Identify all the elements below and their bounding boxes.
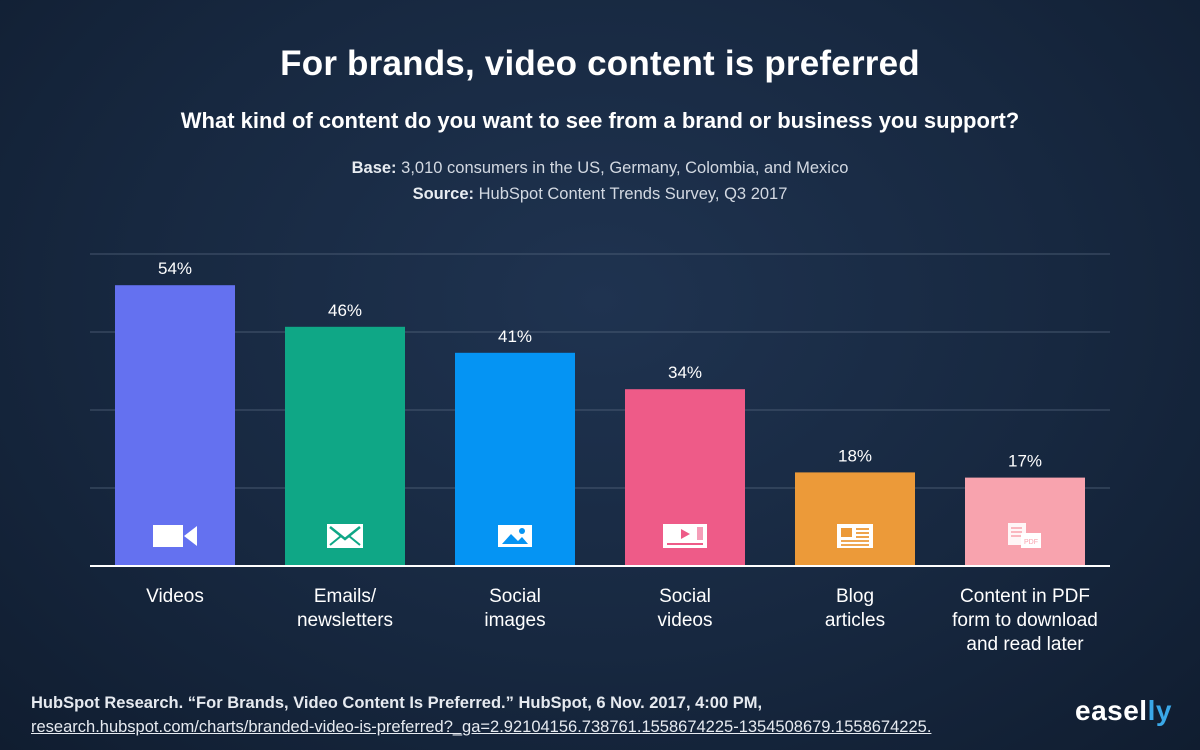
base-label: Base: xyxy=(351,159,397,177)
category-label-0-0: Videos xyxy=(146,586,204,607)
data-label-4: 18% xyxy=(838,446,872,465)
chart-meta: Base: 3,010 consumers in the US, Germany… xyxy=(0,155,1200,207)
category-label-1-1: newsletters xyxy=(297,610,393,631)
logo-accent: ly xyxy=(1147,695,1172,726)
logo-main: easel xyxy=(1075,695,1148,726)
data-label-1: 46% xyxy=(328,301,362,320)
bar-5 xyxy=(965,477,1085,566)
category-label-1-0: Emails/ xyxy=(314,586,377,607)
chart-title: For brands, video content is preferred xyxy=(280,44,920,83)
chart-subtitle: What kind of content do you want to see … xyxy=(180,108,1020,133)
bar-chart: 54% Videos 46% Emails/newsletters 41% Social i… xyxy=(90,253,1110,655)
source-line: Source: HubSpot Content Trends Survey, Q… xyxy=(0,181,1200,207)
video-camera-icon xyxy=(153,525,197,547)
data-label-5: 17% xyxy=(1008,452,1042,471)
base-text: 3,010 consumers in the US, Germany, Colo… xyxy=(396,159,849,177)
image-icon xyxy=(498,525,532,547)
category-label-5-1: form to download xyxy=(952,610,1098,631)
category-label-3-0: Social xyxy=(659,586,711,607)
bar-0 xyxy=(115,285,235,566)
data-label-2: 41% xyxy=(498,327,532,346)
citation-link[interactable]: research.hubspot.com/charts/branded-vide… xyxy=(31,718,932,736)
citation: HubSpot Research. “For Brands, Video Con… xyxy=(31,691,1041,739)
easelly-logo: easelly xyxy=(1075,695,1172,727)
category-label-2-0: Social xyxy=(489,586,541,607)
video-player-icon xyxy=(663,524,707,548)
category-label-5-2: and read later xyxy=(966,634,1084,655)
svg-text:PDF: PDF xyxy=(1024,539,1038,546)
article-icon xyxy=(837,524,873,548)
pdf-document-icon: PDF xyxy=(1008,523,1041,548)
category-label-4-1: articles xyxy=(825,610,885,631)
citation-text: HubSpot Research. “For Brands, Video Con… xyxy=(31,694,763,712)
category-label-2-1: images xyxy=(484,610,545,631)
data-label-3: 34% xyxy=(668,363,702,382)
category-label-5-0: Content in PDF xyxy=(960,586,1090,607)
base-line: Base: 3,010 consumers in the US, Germany… xyxy=(0,155,1200,181)
envelope-icon xyxy=(327,524,363,548)
source-label: Source: xyxy=(412,185,475,203)
source-text: HubSpot Content Trends Survey, Q3 2017 xyxy=(474,185,788,203)
data-label-0: 54% xyxy=(158,259,192,278)
category-label-4-0: Blog xyxy=(836,586,874,607)
bar-4 xyxy=(795,472,915,566)
category-label-3-1: videos xyxy=(658,610,713,631)
